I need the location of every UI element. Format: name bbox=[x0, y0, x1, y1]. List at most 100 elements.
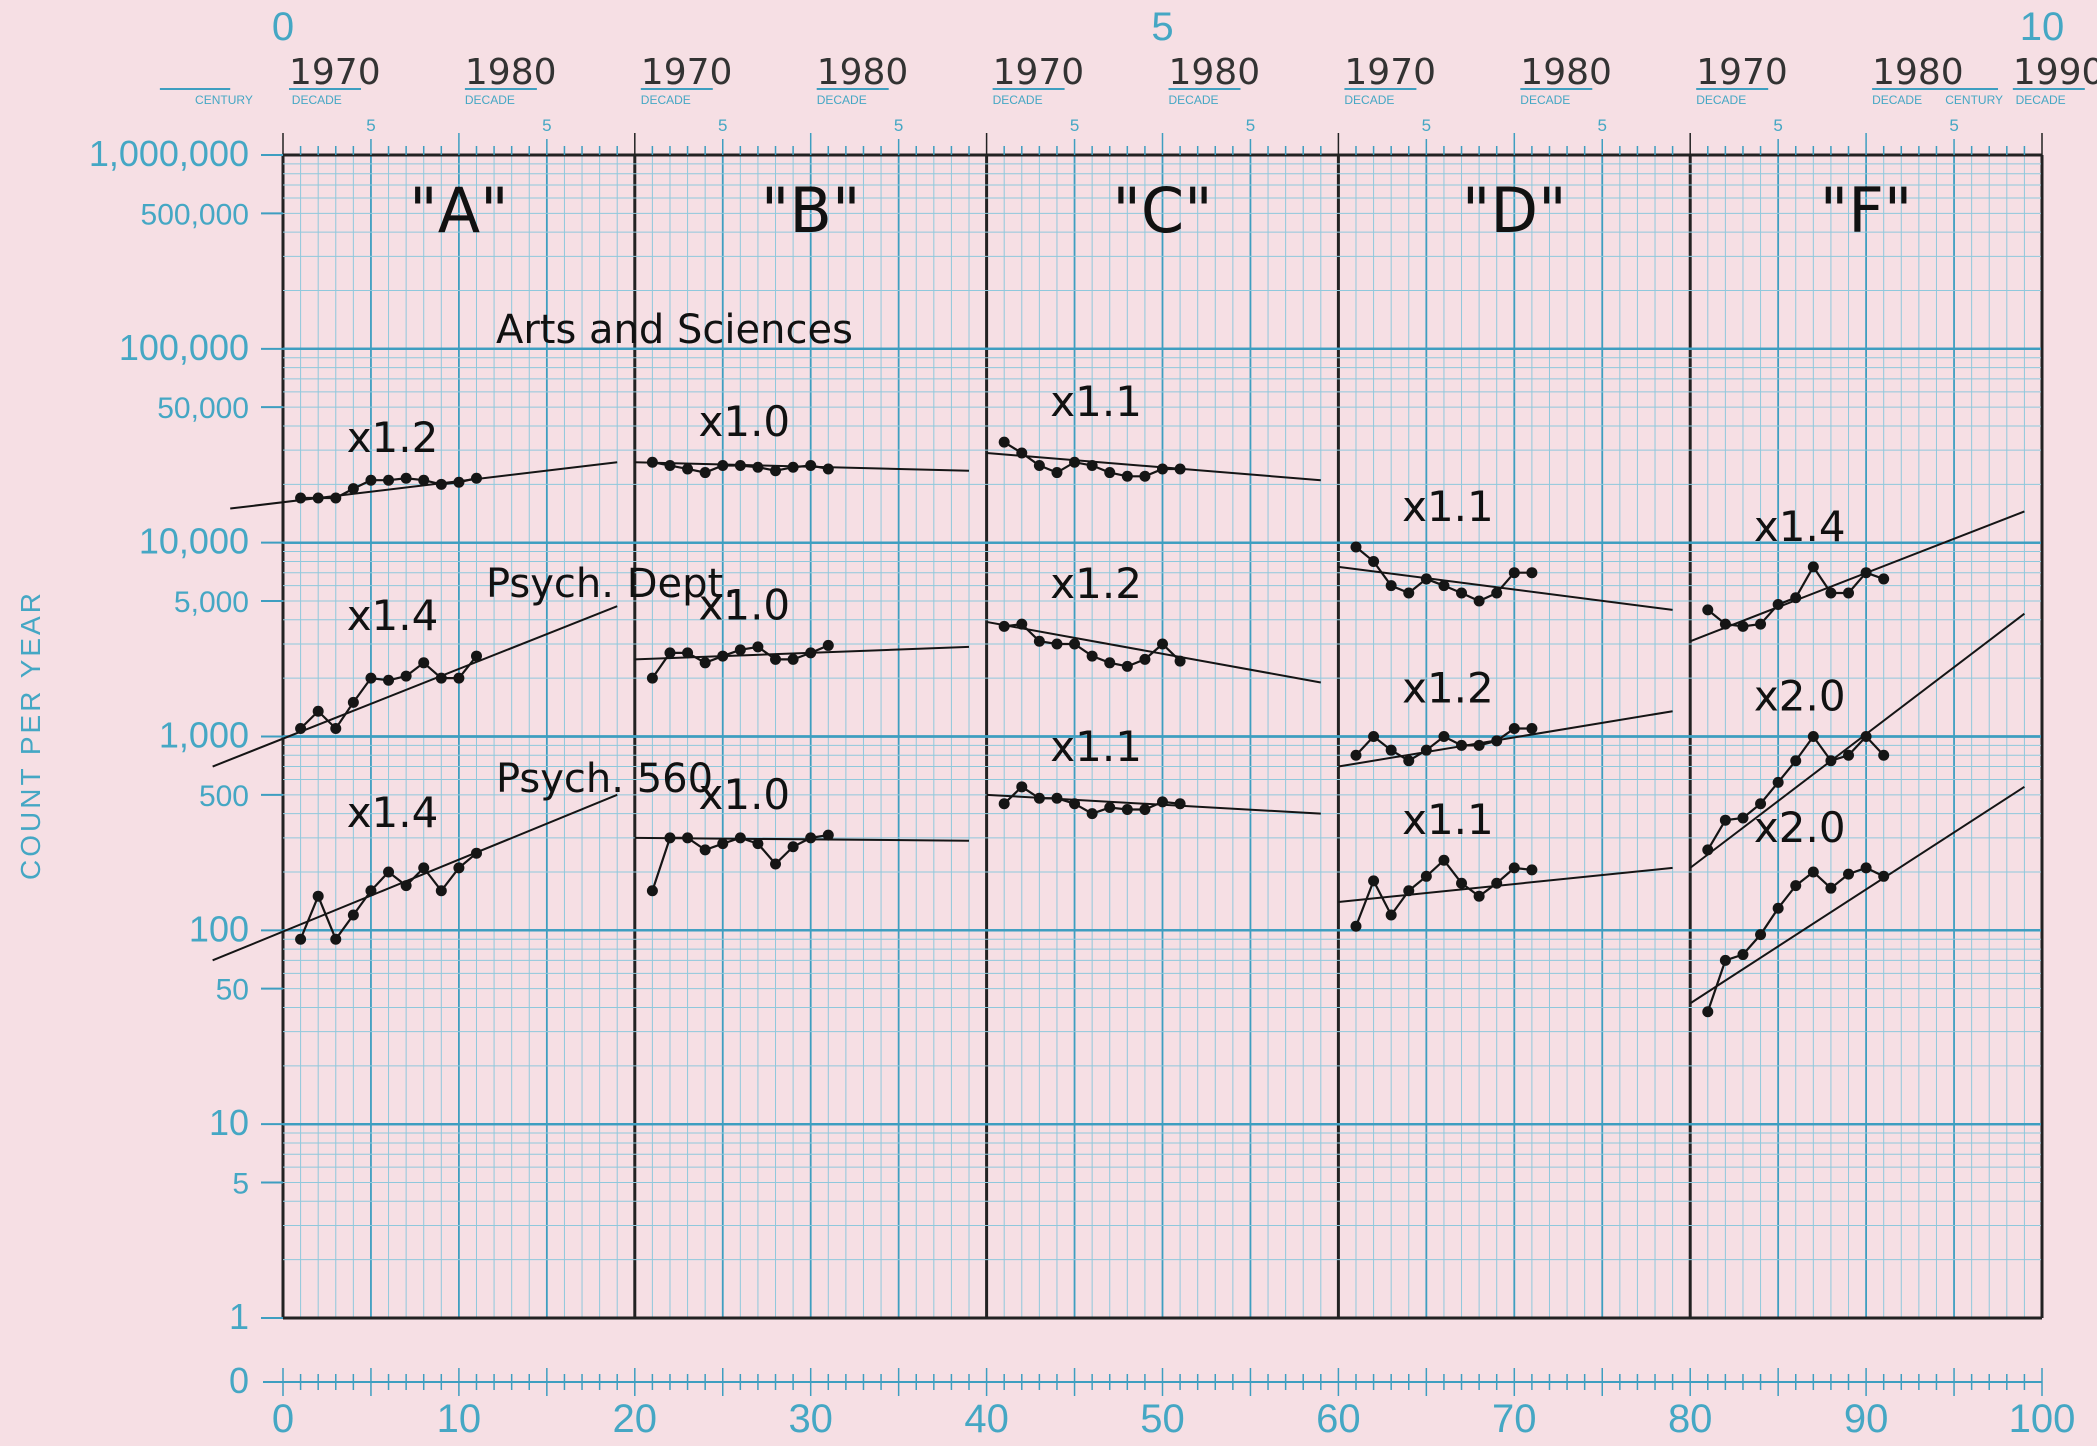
data-point bbox=[1807, 866, 1819, 878]
data-point bbox=[805, 460, 817, 472]
data-point bbox=[699, 844, 711, 856]
x-tick-label: 30 bbox=[788, 1397, 833, 1441]
celeration-label: x1.1 bbox=[1402, 482, 1494, 531]
data-point bbox=[1860, 567, 1872, 579]
top-five-label: 5 bbox=[1070, 116, 1079, 135]
data-point bbox=[1491, 587, 1503, 599]
top-small-label: DECADE bbox=[1520, 93, 1570, 107]
top-five-label: 5 bbox=[1246, 116, 1255, 135]
data-point bbox=[435, 672, 447, 684]
data-point bbox=[1860, 862, 1872, 874]
data-point bbox=[1807, 561, 1819, 573]
data-point bbox=[1139, 804, 1151, 816]
data-point bbox=[435, 478, 447, 490]
data-point bbox=[470, 472, 482, 484]
data-point bbox=[1403, 587, 1415, 599]
data-point bbox=[312, 705, 324, 717]
data-point bbox=[1385, 909, 1397, 921]
data-point bbox=[998, 436, 1010, 448]
data-point bbox=[998, 620, 1010, 632]
data-point bbox=[1385, 744, 1397, 756]
y-tick-label: 500,000 bbox=[141, 198, 249, 231]
data-point bbox=[1121, 804, 1133, 816]
data-point bbox=[770, 465, 782, 477]
data-point bbox=[1878, 870, 1890, 882]
data-point bbox=[1121, 470, 1133, 482]
data-point bbox=[400, 880, 412, 892]
data-point bbox=[1526, 722, 1538, 734]
data-point bbox=[383, 674, 395, 686]
data-point bbox=[646, 456, 658, 468]
y-tick-label: 1,000,000 bbox=[89, 133, 249, 174]
data-point bbox=[1121, 660, 1133, 672]
top-small-label: DECADE bbox=[641, 93, 691, 107]
data-point bbox=[717, 650, 729, 662]
data-point bbox=[1157, 463, 1168, 475]
data-point bbox=[1825, 882, 1837, 894]
data-point bbox=[734, 644, 746, 656]
data-point bbox=[787, 653, 799, 665]
data-point bbox=[1825, 755, 1837, 767]
data-point bbox=[1702, 1006, 1714, 1018]
celeration-label: x1.1 bbox=[1050, 722, 1142, 771]
celeration-label: x2.0 bbox=[1754, 672, 1846, 721]
data-point bbox=[1016, 781, 1028, 793]
x-tick-label: 10 bbox=[437, 1397, 482, 1441]
x-tick-label: 70 bbox=[1492, 1397, 1537, 1441]
panel-label: "C" bbox=[1112, 174, 1212, 247]
chart-grid bbox=[261, 133, 2044, 1396]
top-small-label: DECADE bbox=[1872, 93, 1922, 107]
top-decade-label: 1970 bbox=[289, 52, 381, 93]
data-point bbox=[752, 461, 764, 473]
top-decade-labels: 0 5 10 1970 1980 1970 1980 1970 1980 1970 1980 1970… bbox=[159, 5, 2097, 135]
data-point bbox=[1139, 653, 1151, 665]
top-decade-label: 1980 bbox=[1169, 52, 1261, 93]
y-tick-label: 1 bbox=[229, 1296, 249, 1337]
data-point bbox=[1051, 792, 1063, 804]
data-point bbox=[453, 862, 465, 874]
data-point bbox=[1772, 598, 1784, 610]
data-point bbox=[752, 838, 764, 850]
y-axis-label: COUNT PER YEAR bbox=[15, 590, 46, 880]
data-point bbox=[1755, 798, 1767, 810]
data-point bbox=[1051, 638, 1063, 650]
data-point bbox=[1403, 755, 1415, 767]
arts-sciences-annotation: Arts and Sciences bbox=[496, 307, 853, 353]
data-point bbox=[822, 639, 834, 651]
celeration-label: x1.4 bbox=[1754, 502, 1846, 551]
data-point bbox=[699, 657, 711, 669]
y-tick-label: 50,000 bbox=[157, 392, 249, 425]
x-tick-label: 100 bbox=[2009, 1397, 2076, 1441]
data-point bbox=[1737, 812, 1749, 824]
celeration-label: x1.4 bbox=[347, 788, 439, 837]
top-decade-label: 1980 bbox=[817, 52, 909, 93]
data-point bbox=[435, 885, 447, 897]
celeration-label: x1.1 bbox=[1402, 795, 1494, 844]
y-tick-label: 0 bbox=[229, 1360, 249, 1401]
celeration-line bbox=[1689, 785, 2025, 1005]
data-point bbox=[365, 672, 377, 684]
data-point bbox=[453, 476, 465, 488]
data-point bbox=[1755, 618, 1767, 630]
data-point bbox=[664, 832, 676, 844]
data-point bbox=[365, 474, 377, 486]
data-point bbox=[699, 467, 711, 479]
top-small-label: DECADE bbox=[292, 93, 342, 107]
data-point bbox=[1843, 587, 1855, 599]
data-point bbox=[1104, 467, 1116, 479]
data-point bbox=[664, 460, 676, 472]
data-point bbox=[1350, 541, 1362, 553]
celeration-line bbox=[1338, 565, 1673, 611]
panel-label: "D" bbox=[1462, 174, 1567, 247]
data-point bbox=[1368, 555, 1380, 567]
top-small-label: DECADE bbox=[817, 93, 867, 107]
data-point bbox=[1086, 460, 1098, 472]
data-point bbox=[805, 832, 817, 844]
data-point bbox=[1719, 618, 1731, 630]
x-tick-label: 40 bbox=[964, 1397, 1009, 1441]
data-point bbox=[1069, 798, 1081, 810]
top-decade-label: 1980 bbox=[465, 52, 557, 93]
y-tick-label: 50 bbox=[216, 974, 249, 1007]
